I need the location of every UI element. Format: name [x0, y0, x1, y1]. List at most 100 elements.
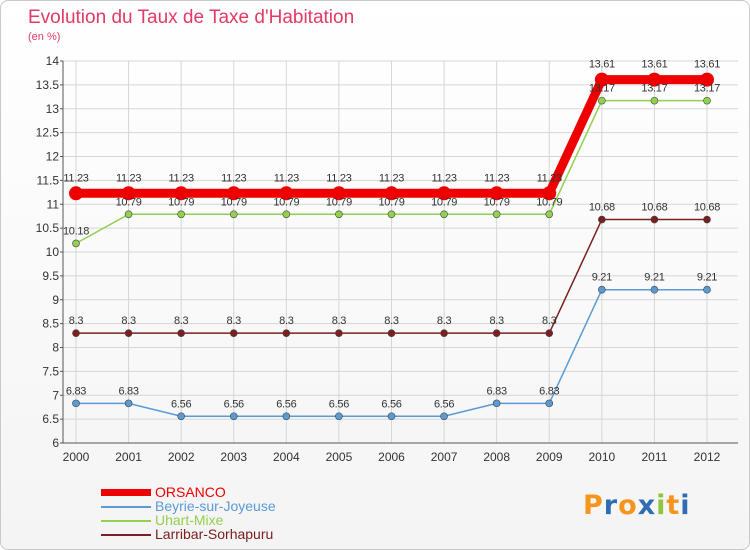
data-point-larribar-sorhapuru	[492, 329, 501, 337]
logo-letter: x	[637, 490, 657, 521]
data-point-beyrie-sur-joyeuse	[72, 399, 80, 408]
data-point-larribar-sorhapuru	[598, 215, 606, 224]
data-point-uhart-mixe	[335, 210, 343, 219]
data-label-beyrie-sur-joyeuse: 9.21	[592, 272, 612, 284]
data-label-orsanco: 13.61	[589, 59, 615, 71]
data-label-uhart-mixe: 10.79	[273, 196, 299, 208]
legend-label: Uhart-Mixe	[155, 512, 224, 528]
data-label-orsanco: 11.23	[431, 172, 456, 184]
y-tick-label: 10	[46, 245, 60, 259]
data-label-larribar-sorhapuru: 10.68	[641, 202, 667, 214]
y-tick-label: 13	[46, 102, 60, 116]
data-point-beyrie-sur-joyeuse	[598, 285, 606, 294]
data-point-uhart-mixe	[492, 210, 501, 219]
data-point-orsanco	[384, 186, 399, 201]
data-label-uhart-mixe: 10.79	[536, 196, 562, 208]
data-label-larribar-sorhapuru: 8.3	[279, 315, 294, 327]
data-point-larribar-sorhapuru	[545, 329, 554, 337]
logo-letter: i	[656, 490, 667, 521]
legend-item: Beyrie-sur-Joyeuse	[101, 498, 341, 514]
data-point-orsanco	[69, 186, 83, 201]
data-point-beyrie-sur-joyeuse	[492, 399, 501, 408]
data-label-uhart-mixe: 13.17	[589, 83, 615, 95]
y-tick-label: 9	[52, 293, 59, 307]
data-label-beyrie-sur-joyeuse: 6.56	[381, 398, 401, 410]
data-label-larribar-sorhapuru: 8.3	[69, 315, 84, 327]
y-tick-label: 7.5	[42, 364, 59, 378]
data-point-uhart-mixe	[703, 96, 711, 105]
data-label-larribar-sorhapuru: 10.68	[589, 202, 615, 214]
data-label-orsanco: 13.61	[694, 59, 720, 71]
data-label-beyrie-sur-joyeuse: 6.83	[539, 385, 559, 397]
data-label-orsanco: 11.23	[537, 172, 562, 184]
y-tick-label: 9.5	[42, 269, 59, 283]
data-point-uhart-mixe	[545, 210, 554, 219]
y-tick-label: 12.5	[36, 126, 60, 140]
data-label-larribar-sorhapuru: 8.3	[437, 315, 452, 327]
legend-label: Beyrie-sur-Joyeuse	[155, 498, 276, 514]
data-label-larribar-sorhapuru: 10.68	[694, 202, 720, 214]
legend-item: Larribar-Sorhapuru	[101, 526, 341, 542]
data-point-larribar-sorhapuru	[335, 329, 343, 337]
x-tick-label: 2012	[694, 450, 721, 464]
data-label-beyrie-sur-joyeuse: 6.56	[171, 398, 191, 410]
x-tick-label: 2008	[483, 450, 510, 464]
legend-label: Larribar-Sorhapuru	[155, 526, 274, 542]
chart-title: Evolution du Taux de Taxe d'Habitation	[28, 7, 355, 28]
data-label-orsanco: 11.23	[169, 172, 194, 184]
data-label-uhart-mixe: 10.79	[431, 196, 457, 208]
data-label-larribar-sorhapuru: 8.3	[384, 315, 399, 327]
legend-swatch	[101, 506, 151, 508]
data-label-beyrie-sur-joyeuse: 6.56	[276, 398, 296, 410]
x-tick-label: 2001	[115, 450, 142, 464]
data-label-larribar-sorhapuru: 8.3	[227, 315, 242, 327]
y-tick-label: 6.5	[42, 412, 59, 426]
data-label-uhart-mixe: 13.17	[641, 83, 667, 95]
proxiti-logo: Proxiti	[583, 490, 691, 521]
data-point-beyrie-sur-joyeuse	[703, 285, 711, 294]
data-point-larribar-sorhapuru	[124, 329, 133, 337]
data-point-beyrie-sur-joyeuse	[282, 412, 291, 421]
data-point-orsanco	[594, 72, 609, 87]
y-tick-label: 7	[52, 388, 59, 402]
data-label-uhart-mixe: 10.18	[63, 225, 89, 237]
data-label-orsanco: 11.23	[379, 172, 404, 184]
x-tick-label: 2000	[63, 450, 90, 464]
data-label-beyrie-sur-joyeuse: 6.83	[118, 385, 138, 397]
legend-swatch	[101, 520, 151, 522]
chart-unit: (en %)	[28, 31, 61, 43]
data-point-beyrie-sur-joyeuse	[124, 399, 133, 408]
x-tick-label: 2003	[220, 450, 247, 464]
data-point-uhart-mixe	[124, 210, 133, 219]
x-tick-label: 2011	[642, 450, 668, 464]
data-point-larribar-sorhapuru	[703, 215, 711, 224]
data-label-orsanco: 11.23	[326, 172, 351, 184]
data-label-beyrie-sur-joyeuse: 6.56	[329, 398, 349, 410]
logo-letter: t	[666, 490, 681, 521]
data-label-beyrie-sur-joyeuse: 6.83	[66, 385, 86, 397]
data-point-larribar-sorhapuru	[177, 329, 185, 337]
y-tick-label: 8	[52, 341, 59, 355]
data-label-orsanco: 13.61	[641, 59, 667, 71]
data-label-beyrie-sur-joyeuse: 9.21	[644, 272, 664, 284]
data-point-beyrie-sur-joyeuse	[650, 285, 659, 294]
data-label-orsanco: 11.23	[221, 172, 246, 184]
y-tick-label: 11	[47, 197, 60, 211]
data-point-uhart-mixe	[598, 96, 606, 105]
data-point-larribar-sorhapuru	[229, 329, 238, 337]
data-point-orsanco	[489, 186, 504, 201]
data-label-beyrie-sur-joyeuse: 9.21	[697, 272, 717, 284]
data-point-beyrie-sur-joyeuse	[545, 399, 554, 408]
line-chart: 6 6.5 7 7.5 8 8.5 9 9.5 10 10.5 11 11.5 12 12.5 13 13.5…	[36, 54, 738, 464]
data-point-orsanco	[226, 186, 241, 201]
data-point-uhart-mixe	[387, 210, 396, 219]
x-tick-label: 2009	[536, 450, 563, 464]
y-tick-label: 12	[46, 150, 60, 164]
data-point-uhart-mixe	[229, 210, 238, 219]
y-tick-label: 10.5	[36, 221, 60, 235]
data-point-uhart-mixe	[440, 210, 448, 219]
y-tick-label: 14	[46, 54, 60, 68]
chart-legend: ORSANCO Beyrie-sur-Joyeuse Uhart-Mixe Larri…	[101, 485, 341, 542]
data-point-uhart-mixe	[282, 210, 291, 219]
